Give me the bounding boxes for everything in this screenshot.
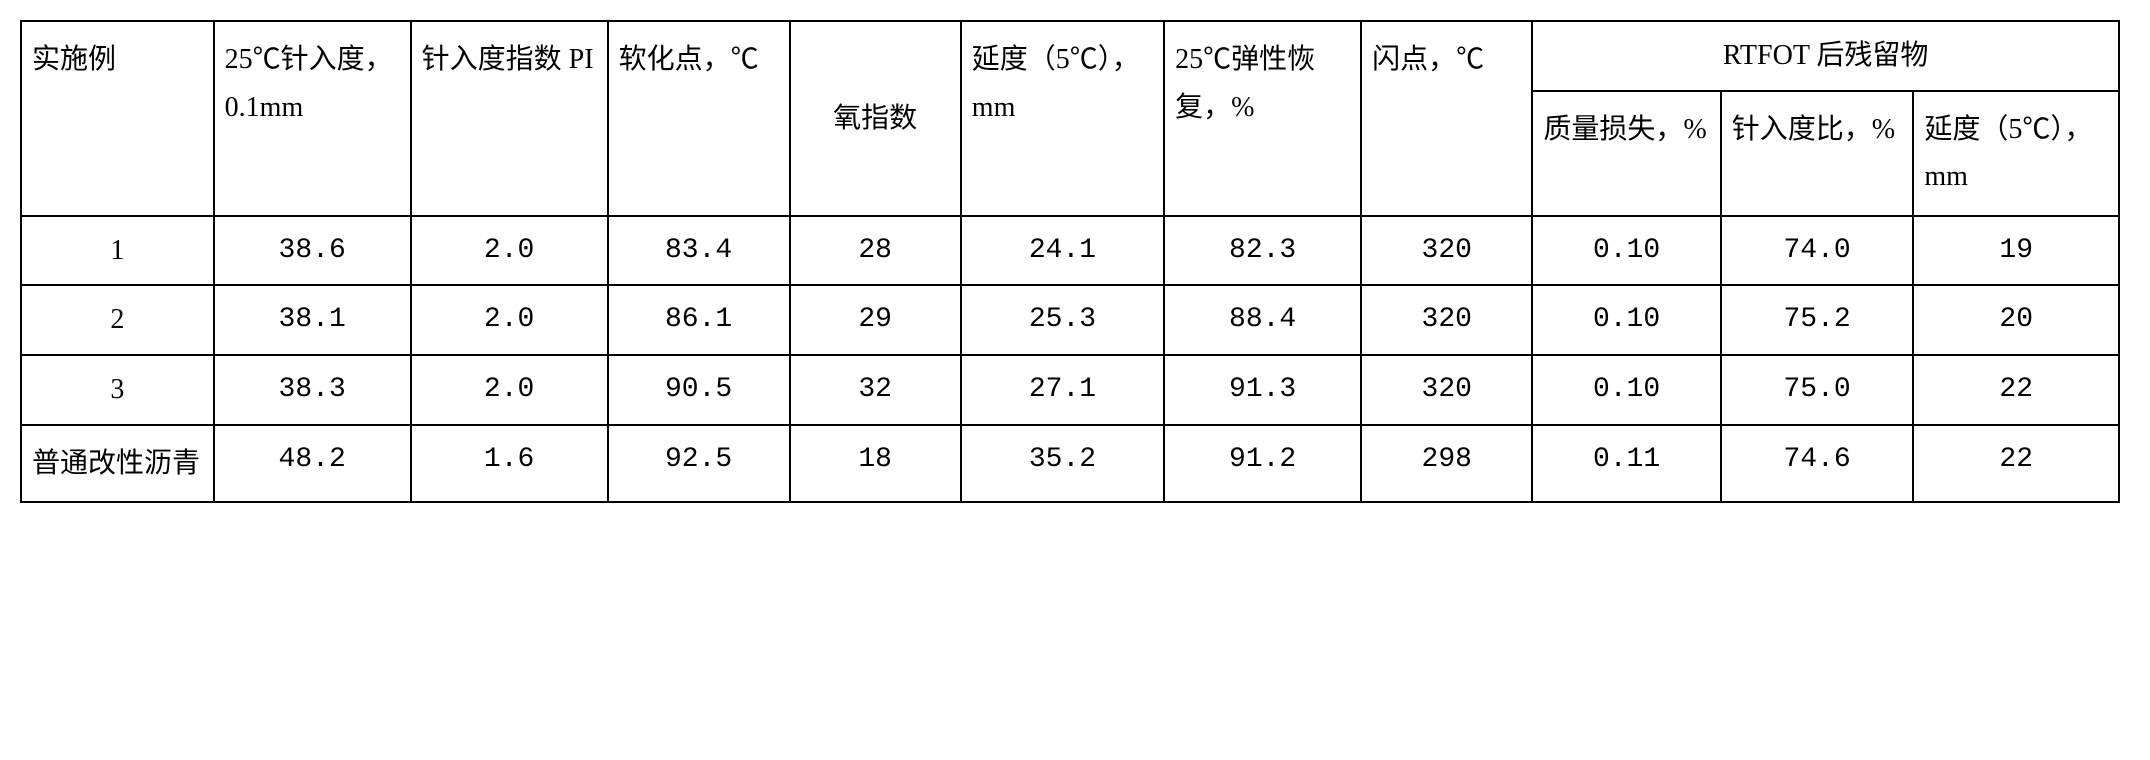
cell-value: 22 [1913, 355, 2119, 425]
header-elastic-recovery: 25℃弹性恢复，% [1164, 21, 1361, 216]
cell-value: 75.2 [1721, 285, 1914, 355]
cell-value: 0.10 [1532, 216, 1720, 286]
cell-value: 32 [790, 355, 961, 425]
cell-value: 22 [1913, 425, 2119, 503]
table-row: 普通改性沥青48.21.692.51835.291.22980.1174.622 [21, 425, 2119, 503]
cell-value: 320 [1361, 216, 1532, 286]
cell-value: 0.10 [1532, 285, 1720, 355]
cell-value: 27.1 [961, 355, 1164, 425]
cell-value: 38.3 [214, 355, 411, 425]
cell-value: 2.0 [411, 285, 608, 355]
header-ductility-rtfot: 延度（5℃），mm [1913, 91, 2119, 216]
header-pi: 针入度指数 PI [411, 21, 608, 216]
cell-value: 2.0 [411, 355, 608, 425]
cell-value: 82.3 [1164, 216, 1361, 286]
cell-value: 2.0 [411, 216, 608, 286]
cell-value: 24.1 [961, 216, 1164, 286]
cell-value: 320 [1361, 285, 1532, 355]
header-rtfot-group: RTFOT 后残留物 [1532, 21, 2119, 91]
cell-value: 29 [790, 285, 961, 355]
header-oxygen-index: 氧指数 [790, 21, 961, 216]
cell-value: 38.1 [214, 285, 411, 355]
cell-value: 298 [1361, 425, 1532, 503]
row-label: 普通改性沥青 [21, 425, 214, 503]
table-head: 实施例 25℃针入度，0.1mm 针入度指数 PI 软化点，℃ 氧指数 延度（5… [21, 21, 2119, 216]
header-penetration-ratio: 针入度比，% [1721, 91, 1914, 216]
cell-value: 320 [1361, 355, 1532, 425]
table-row: 138.62.083.42824.182.33200.1074.019 [21, 216, 2119, 286]
header-example: 实施例 [21, 21, 214, 216]
cell-value: 19 [1913, 216, 2119, 286]
header-row-1: 实施例 25℃针入度，0.1mm 针入度指数 PI 软化点，℃ 氧指数 延度（5… [21, 21, 2119, 91]
cell-value: 0.11 [1532, 425, 1720, 503]
cell-value: 28 [790, 216, 961, 286]
header-penetration-25c: 25℃针入度，0.1mm [214, 21, 411, 216]
cell-value: 74.0 [1721, 216, 1914, 286]
cell-value: 48.2 [214, 425, 411, 503]
header-flash-point: 闪点，℃ [1361, 21, 1532, 216]
row-label: 2 [21, 285, 214, 355]
cell-value: 18 [790, 425, 961, 503]
cell-value: 88.4 [1164, 285, 1361, 355]
row-label: 3 [21, 355, 214, 425]
cell-value: 83.4 [608, 216, 790, 286]
cell-value: 25.3 [961, 285, 1164, 355]
cell-value: 35.2 [961, 425, 1164, 503]
table-row: 338.32.090.53227.191.33200.1075.022 [21, 355, 2119, 425]
cell-value: 1.6 [411, 425, 608, 503]
cell-value: 75.0 [1721, 355, 1914, 425]
table-body: 138.62.083.42824.182.33200.1074.019238.1… [21, 216, 2119, 502]
cell-value: 0.10 [1532, 355, 1720, 425]
cell-value: 74.6 [1721, 425, 1914, 503]
cell-value: 38.6 [214, 216, 411, 286]
table-row: 238.12.086.12925.388.43200.1075.220 [21, 285, 2119, 355]
cell-value: 92.5 [608, 425, 790, 503]
cell-value: 90.5 [608, 355, 790, 425]
cell-value: 20 [1913, 285, 2119, 355]
cell-value: 91.3 [1164, 355, 1361, 425]
header-softening-point: 软化点，℃ [608, 21, 790, 216]
header-mass-loss: 质量损失，% [1532, 91, 1720, 216]
cell-value: 86.1 [608, 285, 790, 355]
row-label: 1 [21, 216, 214, 286]
data-table: 实施例 25℃针入度，0.1mm 针入度指数 PI 软化点，℃ 氧指数 延度（5… [20, 20, 2120, 503]
header-ductility: 延度（5℃），mm [961, 21, 1164, 216]
cell-value: 91.2 [1164, 425, 1361, 503]
